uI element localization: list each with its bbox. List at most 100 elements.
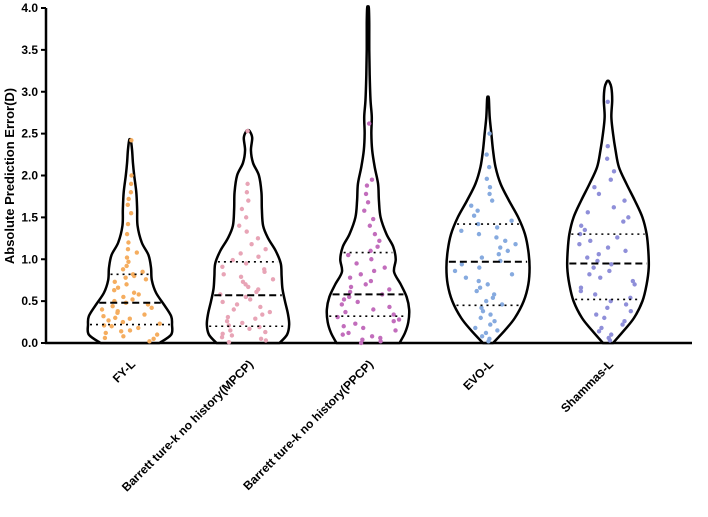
data-point <box>591 265 596 270</box>
y-axis: 0.0 0.5 1.0 1.5 2.0 2.5 3.0 3.5 4.0 <box>21 1 48 350</box>
data-point <box>125 247 131 252</box>
data-point <box>476 231 482 237</box>
data-point <box>484 176 490 182</box>
data-point <box>346 252 351 258</box>
data-point <box>120 319 126 325</box>
data-point <box>340 332 345 337</box>
data-point <box>347 275 353 280</box>
data-point <box>483 330 489 336</box>
data-point <box>360 337 365 342</box>
data-point <box>110 303 115 309</box>
data-point <box>263 247 268 252</box>
data-point <box>498 245 503 250</box>
data-point <box>509 272 515 277</box>
data-point <box>237 223 242 228</box>
data-point <box>245 128 250 134</box>
data-point <box>126 259 131 264</box>
data-point <box>628 308 634 314</box>
data-point <box>130 297 135 302</box>
data-point <box>608 177 613 182</box>
data-point <box>479 305 484 311</box>
data-point <box>363 191 369 197</box>
x-category-label: Barrett ture-k no history(MPCP) <box>119 357 256 494</box>
data-point <box>598 275 603 280</box>
data-point <box>368 278 374 284</box>
data-point <box>112 279 117 285</box>
data-point <box>484 298 489 304</box>
violin-4 <box>445 95 531 345</box>
data-point <box>243 294 249 300</box>
data-point <box>115 285 121 290</box>
data-point <box>121 294 126 300</box>
data-point <box>347 294 352 300</box>
data-point <box>487 131 492 136</box>
data-point <box>151 336 156 342</box>
data-point <box>103 330 108 336</box>
data-point <box>588 238 593 244</box>
data-point <box>140 269 145 275</box>
data-point <box>596 191 602 197</box>
data-point <box>270 277 276 282</box>
data-point <box>623 248 628 254</box>
data-point <box>632 282 637 287</box>
data-point <box>377 238 382 244</box>
data-point <box>585 210 590 215</box>
y-tick-label: 2.0 <box>21 169 38 183</box>
data-point <box>126 240 131 245</box>
data-point <box>478 315 483 321</box>
data-point <box>121 334 126 339</box>
data-point <box>594 312 599 317</box>
data-point <box>476 278 481 284</box>
data-point <box>609 262 614 267</box>
data-point <box>473 325 478 331</box>
data-point <box>99 307 105 312</box>
y-tick-label: 1.0 <box>21 252 38 266</box>
data-point <box>124 282 129 287</box>
data-point <box>587 272 592 277</box>
data-point <box>487 164 492 170</box>
data-point <box>255 236 261 241</box>
data-point <box>220 331 225 336</box>
data-point <box>136 292 141 297</box>
data-point <box>239 206 245 212</box>
data-point <box>226 339 232 345</box>
data-point <box>125 202 130 208</box>
data-point <box>355 299 360 305</box>
data-point <box>505 248 510 254</box>
data-point <box>238 274 244 280</box>
data-point <box>463 275 469 280</box>
data-point <box>124 263 129 269</box>
data-point <box>142 312 147 317</box>
data-point <box>124 255 130 260</box>
x-category-label: Barrett ture-k no history(PPCP) <box>240 357 376 493</box>
data-point <box>362 208 367 213</box>
data-point <box>228 328 233 333</box>
data-point <box>256 254 261 259</box>
x-category-label: Shammas-L <box>558 357 616 415</box>
data-point <box>605 305 610 311</box>
data-point <box>605 143 610 149</box>
data-point <box>131 290 137 295</box>
data-point <box>253 316 258 321</box>
data-point <box>220 264 225 269</box>
data-point <box>249 241 254 247</box>
y-axis-title: Absolute Prediction Error(D) <box>2 88 17 264</box>
violin-outline <box>445 95 531 345</box>
data-point <box>480 308 486 314</box>
data-point <box>120 267 126 272</box>
data-point <box>371 216 376 222</box>
data-point <box>229 333 235 338</box>
data-point <box>118 329 124 334</box>
data-point <box>371 307 376 312</box>
violin-5 <box>565 79 651 345</box>
data-point <box>258 304 263 310</box>
data-point <box>595 258 600 264</box>
data-point <box>479 255 485 260</box>
data-point <box>578 285 584 290</box>
data-point <box>361 325 366 331</box>
data-point <box>247 297 253 302</box>
data-point <box>219 334 225 340</box>
data-point <box>258 336 264 342</box>
data-point <box>488 322 493 327</box>
data-point <box>611 169 617 174</box>
